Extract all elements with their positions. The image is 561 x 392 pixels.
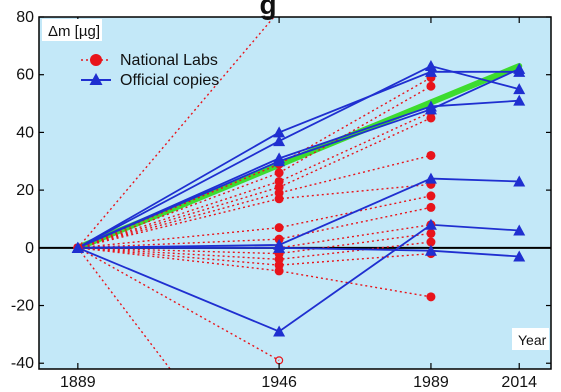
national-lab-line-6 [77,195,432,249]
y-tick-label-2: 0 [25,240,34,257]
official-copy-point-5-2 [424,244,437,256]
national-lab-point-5-1 [274,194,284,204]
official-copy-line-5 [77,246,520,258]
y-tick-label-0: -40 [11,355,34,372]
trend-line [74,63,523,251]
y-tick-label-4: 40 [16,124,34,141]
x-tick-label-2: 1989 [413,374,449,391]
official-copy-point-6-2 [424,218,437,230]
national-lab-point-1-2 [426,81,436,91]
national-lab-point-3-2 [426,113,436,123]
plot-background [39,17,551,369]
legend-marker-official-copies [89,73,103,85]
official-copy-point-5-1 [273,241,286,253]
official-copy-point-6-1 [273,325,286,337]
national-lab-line-1 [77,85,432,249]
national-lab-offchart-line-0 [77,17,275,249]
national-lab-point-6-1 [274,223,284,233]
official-copy-point-3-2 [424,103,437,115]
official-copy-point-0-1 [273,126,286,138]
national-lab-point-4-2 [426,150,436,160]
official-copy-point-6-3 [513,224,526,236]
legend-entry-official-copies: Official copies [81,72,219,89]
official-copy-line-6 [77,223,520,333]
official-copy-point-2-3 [513,94,526,106]
official-copy-point-0-2 [424,65,437,77]
y-tick-label-6: 80 [16,9,34,26]
chart-title: g [259,0,276,20]
official-copy-point-1-3 [513,83,526,95]
official-copy-line-1 [77,65,520,249]
official-copy-line-3 [77,68,520,249]
national-lab-line-12 [77,247,432,298]
official-copy-point-1-2 [424,60,437,72]
official-copy-line-2 [77,99,520,249]
official-copy-line-0 [77,70,520,249]
x-tick-label-3: 2014 [501,374,537,391]
legend-label-national-labs: National Labs [120,52,218,69]
y-tick-label-5: 60 [16,67,34,84]
y-tick-label-1: -20 [11,298,34,315]
legend: National Labs Official copies [81,52,219,89]
legend-label-official-copies: Official copies [120,72,219,89]
official-copy-point-6-0 [71,241,84,253]
official-copy-point-4-2 [424,172,437,184]
national-lab-point-6-2 [426,191,436,201]
national-lab-point-9-2 [426,228,436,238]
national-lab-line-13 [77,247,280,361]
x-axis-label: Year [518,332,547,348]
y-axis-label: Δm [µg] [48,23,100,40]
national-lab-point-1-1 [274,168,284,178]
national-lab-point-7-2 [426,202,436,212]
data-layer [71,17,526,369]
official-copy-point-4-3 [513,175,526,187]
national-lab-point-12-1 [274,266,284,276]
official-copy-point-3-1 [273,155,286,167]
x-tick-label-0: 1889 [60,374,96,391]
legend-marker-national-labs [90,54,102,66]
y-tick-label-3: 20 [16,182,34,199]
official-copy-point-3-3 [513,62,526,74]
plot-frame [38,16,552,370]
x-tick-label-1: 1946 [261,374,297,391]
national-lab-point-10-2 [426,237,436,247]
national-lab-offchart-line-1 [77,247,171,369]
xlabel-box [512,328,549,350]
ylabel-box [42,19,102,41]
legend-entry-national-labs: National Labs [81,52,218,69]
official-copy-line-4 [77,177,520,249]
official-copy-point-1-1 [273,135,286,147]
national-lab-point-12-2 [426,292,436,302]
official-copy-point-5-3 [513,250,526,262]
